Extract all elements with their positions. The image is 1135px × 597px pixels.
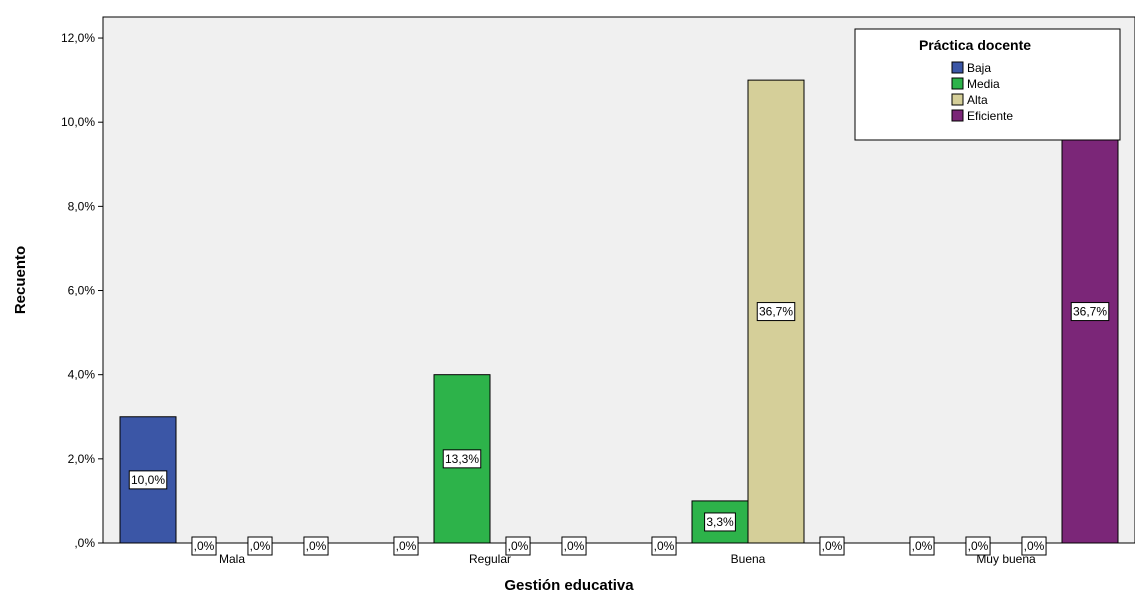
data-label-text: 36,7% [759, 305, 793, 319]
data-label-text: ,0% [1024, 539, 1045, 553]
data-label-box [303, 536, 329, 556]
y-tick-label: ,0% [74, 536, 95, 550]
y-tick-label: 2,0% [68, 452, 96, 466]
data-label: ,0% [909, 536, 935, 556]
data-label-box [1070, 302, 1110, 322]
data-label: 3,3% [704, 512, 736, 532]
data-label-box [128, 470, 168, 490]
data-label: ,0% [819, 536, 845, 556]
bar-media-buena [691, 500, 749, 544]
data-label-box [442, 449, 482, 469]
legend-box [854, 28, 1121, 141]
data-label-text: ,0% [654, 539, 675, 553]
data-label-box [965, 536, 991, 556]
legend: Práctica docente Baja Media Alta Eficiente [854, 28, 1121, 141]
data-label: ,0% [393, 536, 419, 556]
data-label: ,0% [191, 536, 217, 556]
data-label-text: ,0% [912, 539, 933, 553]
data-label-text: ,0% [968, 539, 989, 553]
legend-label-eficiente: Eficiente [967, 109, 1013, 123]
data-label: ,0% [505, 536, 531, 556]
legend-swatch-eficiente [951, 109, 964, 122]
data-label-text: ,0% [306, 539, 327, 553]
data-label-text: ,0% [194, 539, 215, 553]
x-axis-title: Gestión educativa [504, 577, 634, 594]
data-label-box [819, 536, 845, 556]
data-labels: 10,0% ,0% ,0% ,0% ,0% 13,3% 3,3% ,0% ,0% ,0% 36,7%… [128, 302, 1110, 556]
y-tick-label: 6,0% [68, 284, 96, 298]
legend-swatch-baja [951, 61, 964, 74]
data-label-text: ,0% [396, 539, 417, 553]
data-label: 10,0% [128, 470, 168, 490]
data-label-box [909, 536, 935, 556]
legend-items: Baja Media Alta Eficiente [951, 61, 1013, 123]
data-label: ,0% [247, 536, 273, 556]
y-tick-label: 10,0% [61, 115, 95, 129]
data-label-box [756, 302, 796, 322]
y-axis: ,0% 2,0% 4,0% 6,0% 8,0% 10,0% 12,0% [61, 31, 103, 550]
legend-label-baja: Baja [967, 61, 991, 75]
data-label: 13,3% [442, 449, 482, 469]
x-tick-label: Muy buena [976, 552, 1036, 566]
data-label: 36,7% [1070, 302, 1110, 322]
legend-title: Práctica docente [919, 37, 1031, 53]
y-tick-label: 8,0% [68, 199, 96, 213]
x-tick-label: Regular [469, 552, 511, 566]
data-label-box [1021, 536, 1047, 556]
data-label-text: 13,3% [445, 452, 479, 466]
x-tick-label: Mala [219, 552, 245, 566]
data-label-text: 3,3% [706, 515, 734, 529]
data-label-text: 10,0% [131, 473, 165, 487]
data-label: ,0% [1021, 536, 1047, 556]
data-label-text: ,0% [822, 539, 843, 553]
legend-label-media: Media [967, 77, 1000, 91]
legend-swatch-media [951, 77, 964, 90]
x-axis: Mala Regular Buena Muy buena [103, 542, 1135, 566]
data-label: ,0% [651, 536, 677, 556]
data-label-text: ,0% [508, 539, 529, 553]
data-label-box [191, 536, 217, 556]
data-label: ,0% [303, 536, 329, 556]
data-label-text: 36,7% [1073, 305, 1107, 319]
data-label-box [393, 536, 419, 556]
y-tick-label: 4,0% [68, 368, 96, 382]
data-label-box [247, 536, 273, 556]
data-label-text: ,0% [564, 539, 585, 553]
data-label: 36,7% [756, 302, 796, 322]
data-label-text: ,0% [250, 539, 271, 553]
data-label-box [561, 536, 587, 556]
data-label: ,0% [561, 536, 587, 556]
legend-label-alta: Alta [967, 93, 988, 107]
data-label-box [704, 512, 736, 532]
data-label-box [651, 536, 677, 556]
data-label: ,0% [965, 536, 991, 556]
x-tick-label: Buena [731, 552, 766, 566]
y-tick-label: 12,0% [61, 31, 95, 45]
y-axis-title: Recuento [12, 246, 29, 314]
legend-swatch-alta [951, 93, 964, 106]
data-label-box [505, 536, 531, 556]
